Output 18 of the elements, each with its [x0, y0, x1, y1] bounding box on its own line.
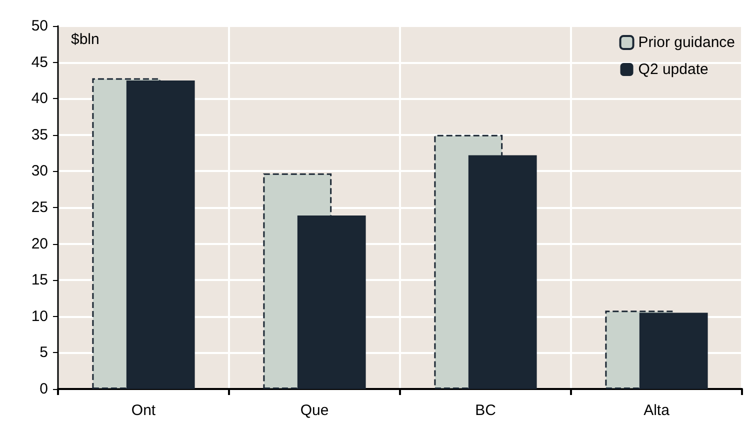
- y-tick-label: 15: [31, 272, 48, 289]
- y-tick-label: 40: [31, 90, 48, 108]
- y-tick-label: 10: [31, 308, 48, 325]
- y-tick-label: 5: [40, 344, 48, 362]
- y-tick-label: 35: [31, 126, 48, 144]
- y-tick-label: 0: [40, 380, 48, 398]
- x-tick-label: BC: [475, 402, 496, 419]
- y-tick-label: 30: [31, 162, 48, 180]
- y-tick-label: 25: [31, 199, 48, 216]
- y-tick-label: 45: [31, 54, 48, 71]
- legend-label: Prior guidance: [638, 34, 736, 51]
- legend-label: Q2 update: [638, 61, 708, 78]
- x-tick-label: Que: [300, 402, 329, 419]
- y-tick-label: 20: [31, 235, 48, 252]
- x-tick-label: Ont: [131, 402, 156, 419]
- y-tick-label: 50: [31, 18, 48, 34]
- x-tick-label: Alta: [644, 402, 670, 419]
- y-axis-title: $bln: [71, 31, 100, 48]
